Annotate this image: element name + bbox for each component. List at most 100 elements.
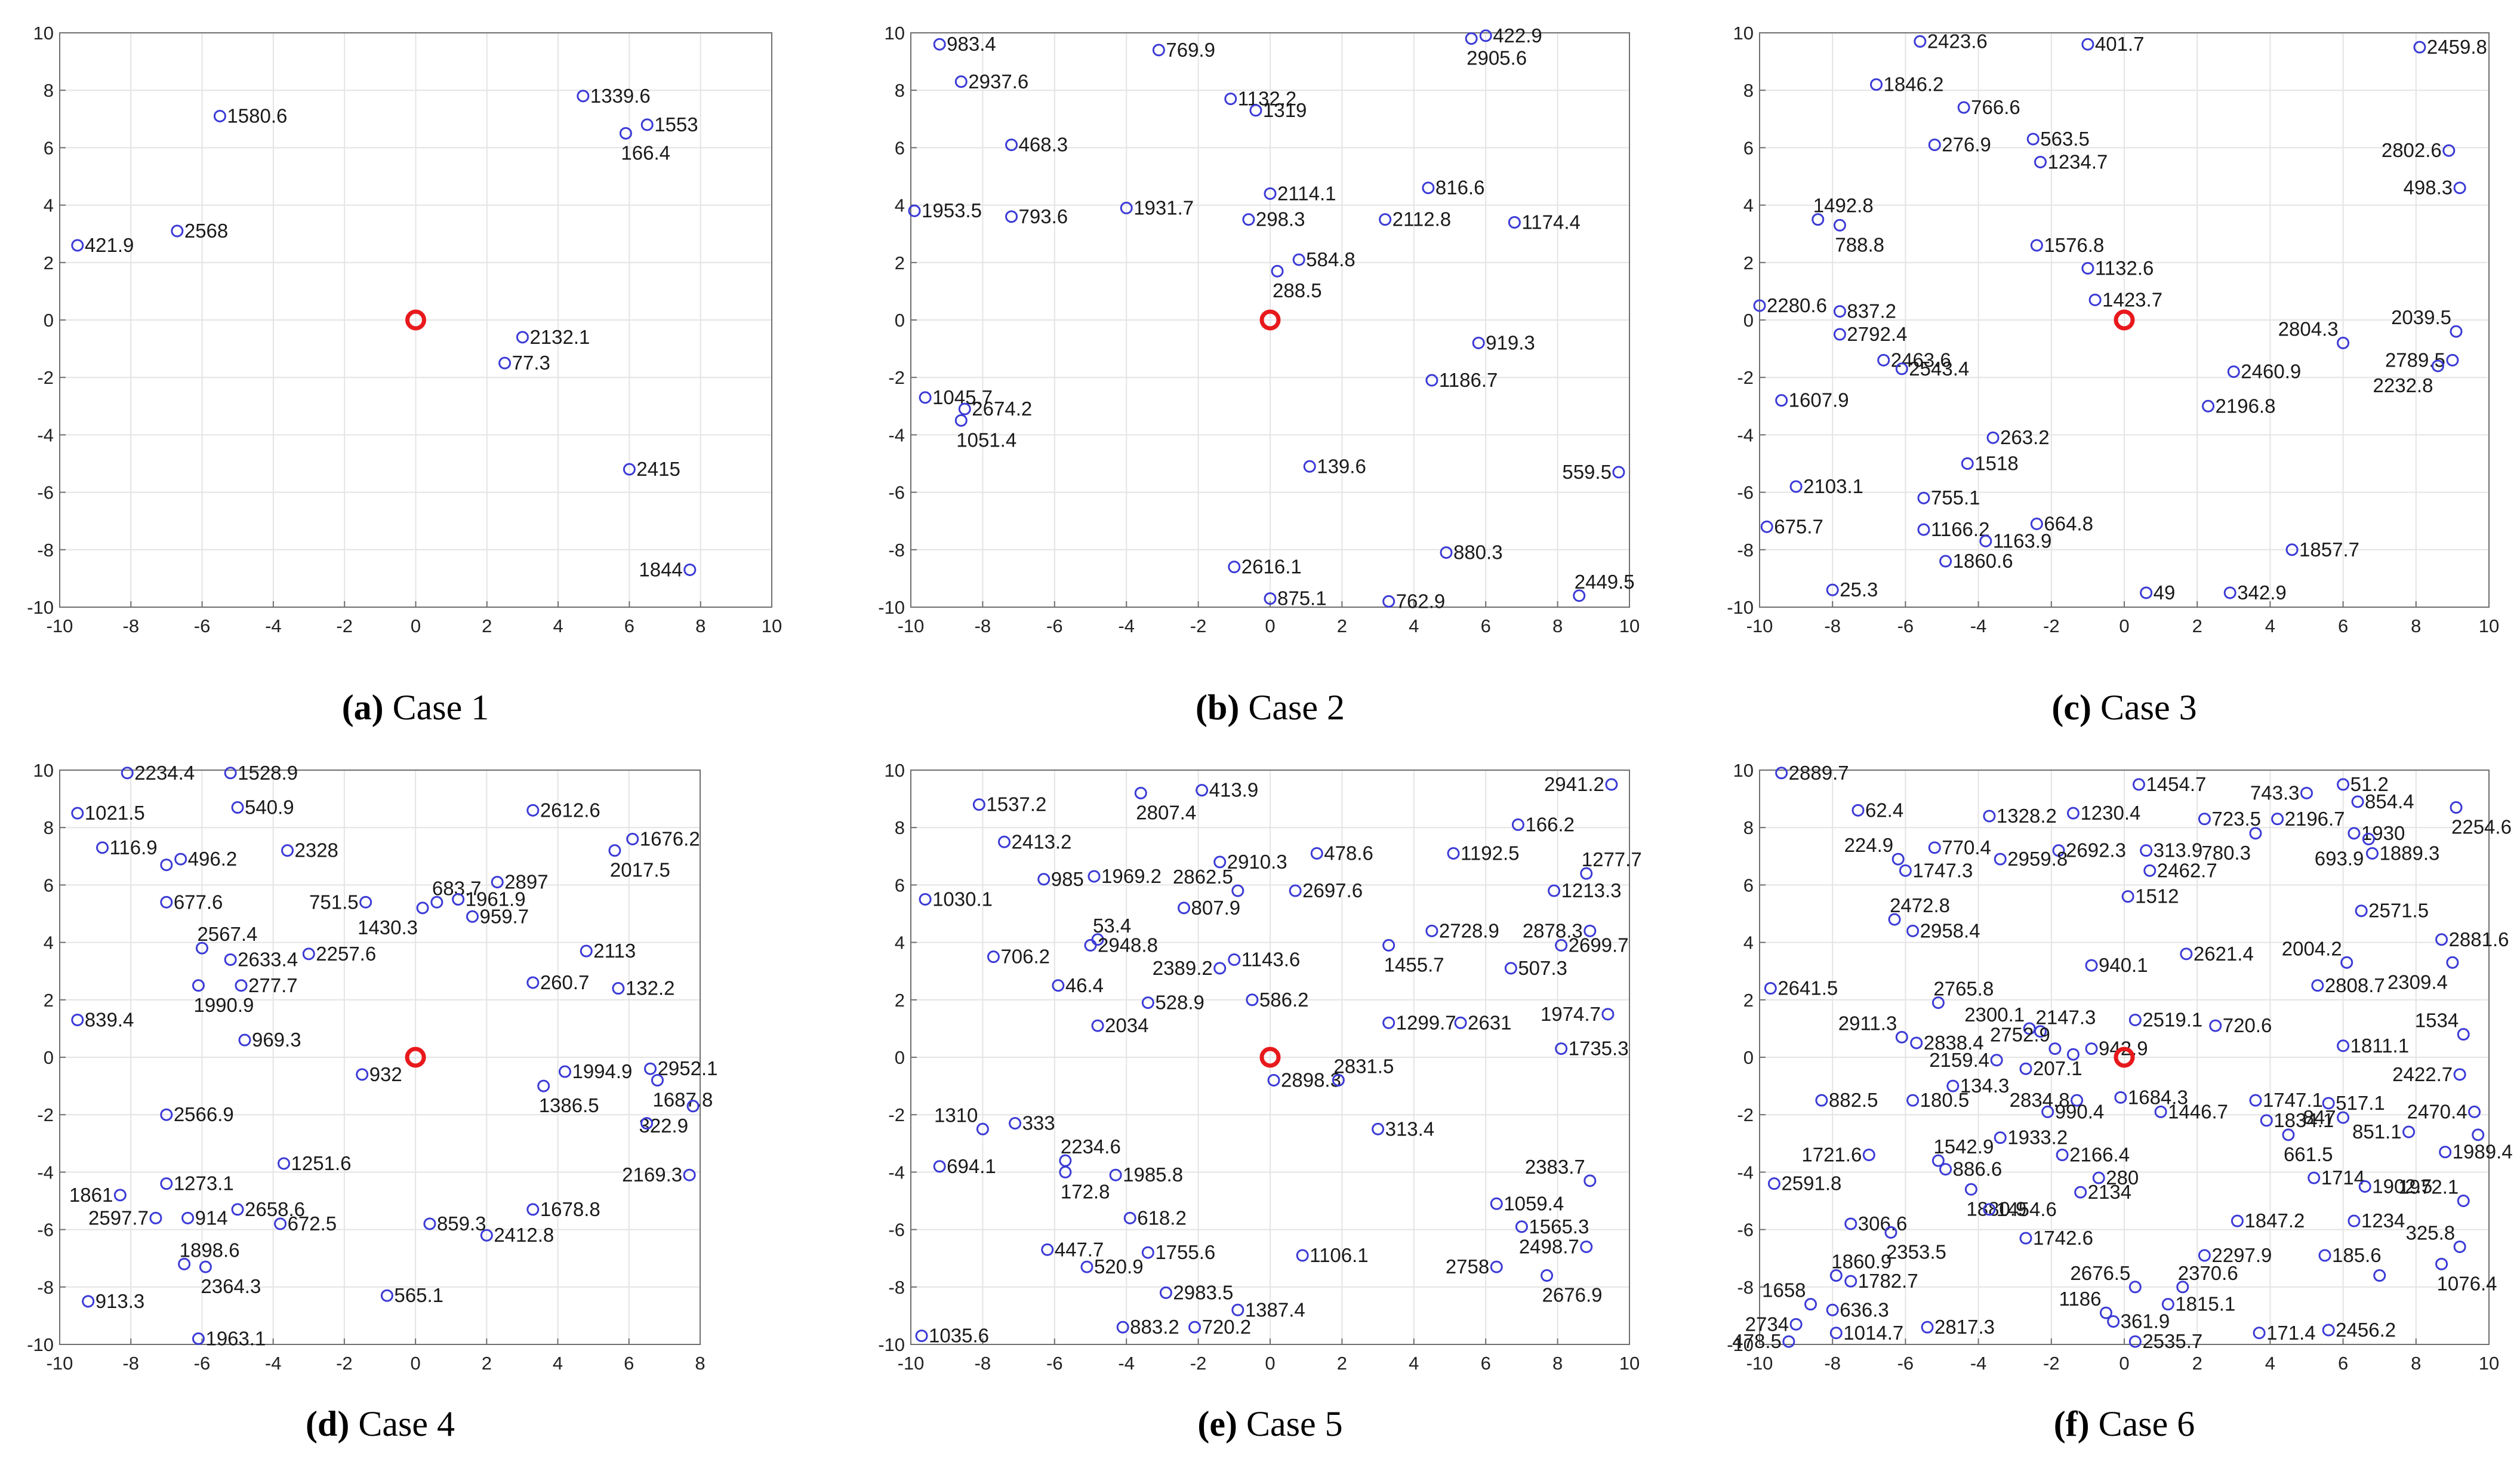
point-label: 507.3	[1518, 957, 1567, 979]
data-point	[2285, 543, 2299, 556]
point-label: 1898.6	[180, 1239, 240, 1261]
data-point	[1862, 1149, 1875, 1162]
point-label: 743.3	[2250, 781, 2300, 804]
data-point	[1939, 555, 1952, 568]
point-label: 720.6	[2223, 1014, 2272, 1036]
data-point	[976, 1122, 989, 1135]
point-label: 276.9	[1942, 134, 1991, 156]
y-tick-label: 4	[895, 932, 905, 953]
panel-caption: (b) Case 2	[1196, 688, 1345, 727]
data-point	[1884, 1226, 1897, 1239]
data-point	[2355, 904, 2368, 918]
x-tick-label: 10	[1619, 615, 1640, 636]
point-label: 1811.1	[2350, 1035, 2409, 1057]
data-point	[1844, 1217, 1857, 1230]
point-label: 2792.4	[1847, 323, 1907, 345]
x-tick-label: 10	[2479, 615, 2499, 636]
point-label: 2004.2	[2282, 937, 2342, 959]
data-point	[2322, 1097, 2335, 1110]
point-label: 280	[2106, 1167, 2139, 1189]
point-label: 780.3	[2201, 842, 2251, 864]
point-label: 2519.1	[2142, 1008, 2202, 1030]
data-point	[1123, 1211, 1136, 1224]
caption-text: Case 1	[384, 688, 489, 727]
point-label: 2752.9	[1990, 1024, 2050, 1046]
data-point	[235, 979, 248, 992]
point-label: 1030.1	[932, 888, 993, 910]
data-point	[2373, 1269, 2386, 1282]
point-label: 2297.9	[2211, 1244, 2272, 1266]
data-point	[919, 893, 932, 906]
point-label: 2758	[1446, 1255, 1489, 1278]
data-point	[1372, 1122, 1385, 1135]
point-label: 2017.5	[610, 859, 670, 881]
data-point	[2435, 933, 2448, 946]
data-point	[1447, 847, 1460, 860]
point-label: 1834.1	[2273, 1109, 2334, 1131]
x-tick-label: 10	[1619, 1353, 1640, 1374]
data-point	[1612, 466, 1625, 479]
data-point	[1541, 1269, 1554, 1282]
point-label: 1234	[2361, 1210, 2405, 1232]
point-label: 313.9	[2154, 839, 2203, 861]
y-tick-label: 4	[44, 195, 54, 216]
data-point	[2337, 1111, 2350, 1124]
data-point	[1906, 1094, 1920, 1107]
x-tick-label: 0	[410, 1353, 420, 1374]
point-label: 528.9	[1155, 992, 1204, 1014]
point-label: 1721.6	[1801, 1144, 1862, 1166]
data-point	[2066, 1048, 2080, 1061]
x-tick-label: 8	[695, 615, 706, 636]
y-tick-label: 4	[1743, 932, 1754, 953]
y-tick-label: 0	[44, 310, 54, 331]
point-label: 49	[2154, 581, 2176, 604]
y-tick-label: -8	[37, 1277, 54, 1298]
point-label: 2633.4	[238, 948, 298, 970]
data-point	[1891, 853, 1905, 866]
caption-letter: (e)	[1197, 1404, 1237, 1444]
x-tick-label: -2	[336, 1353, 353, 1374]
point-label: 1059.4	[1504, 1192, 1564, 1214]
data-point	[2030, 518, 2043, 531]
point-label: 672.5	[288, 1212, 337, 1235]
y-tick-label: -6	[1737, 1220, 1754, 1241]
data-point	[954, 75, 968, 88]
point-label: 882.5	[1829, 1089, 1878, 1111]
y-tick-label: 8	[895, 817, 905, 838]
data-point	[2318, 1249, 2331, 1262]
point-label: 2948.8	[1098, 934, 1158, 956]
data-point	[1303, 460, 1316, 473]
point-label: 2456.2	[2336, 1319, 2396, 1341]
data-point	[2348, 827, 2361, 840]
data-point	[1870, 78, 1883, 91]
point-label: 313.4	[1385, 1118, 1435, 1140]
data-point	[1425, 374, 1438, 387]
point-label: 1969.2	[1101, 865, 1162, 887]
x-tick-label: 8	[695, 1353, 705, 1374]
origin-marker	[1259, 309, 1281, 331]
point-label: 1747.3	[1912, 859, 1973, 881]
point-label: 2353.5	[1886, 1241, 1946, 1263]
point-label: 1782.7	[1858, 1270, 1918, 1292]
point-label: 2834.8	[2010, 1089, 2070, 1111]
data-point	[2311, 979, 2324, 992]
data-point	[2472, 1128, 2485, 1141]
data-point	[2052, 844, 2065, 857]
y-tick-label: -2	[1737, 1104, 1754, 1125]
data-point	[71, 807, 84, 820]
point-label: 940.1	[2099, 954, 2148, 976]
y-tick-label: 0	[895, 310, 905, 331]
point-label: 839.4	[85, 1008, 134, 1030]
data-point	[2453, 181, 2466, 195]
point-label: 2459.8	[2427, 36, 2487, 58]
data-point	[1005, 139, 1018, 152]
origin-marker	[405, 1047, 426, 1068]
data-point	[626, 832, 639, 845]
point-label: 1889.3	[2379, 842, 2439, 864]
y-tick-label: -6	[888, 482, 905, 503]
data-point	[1267, 1073, 1280, 1087]
point-label: 2878.3	[1523, 919, 1583, 941]
point-label: 2114.1	[1277, 182, 1336, 204]
data-point	[2442, 144, 2456, 157]
point-label: 520.9	[1094, 1255, 1144, 1278]
